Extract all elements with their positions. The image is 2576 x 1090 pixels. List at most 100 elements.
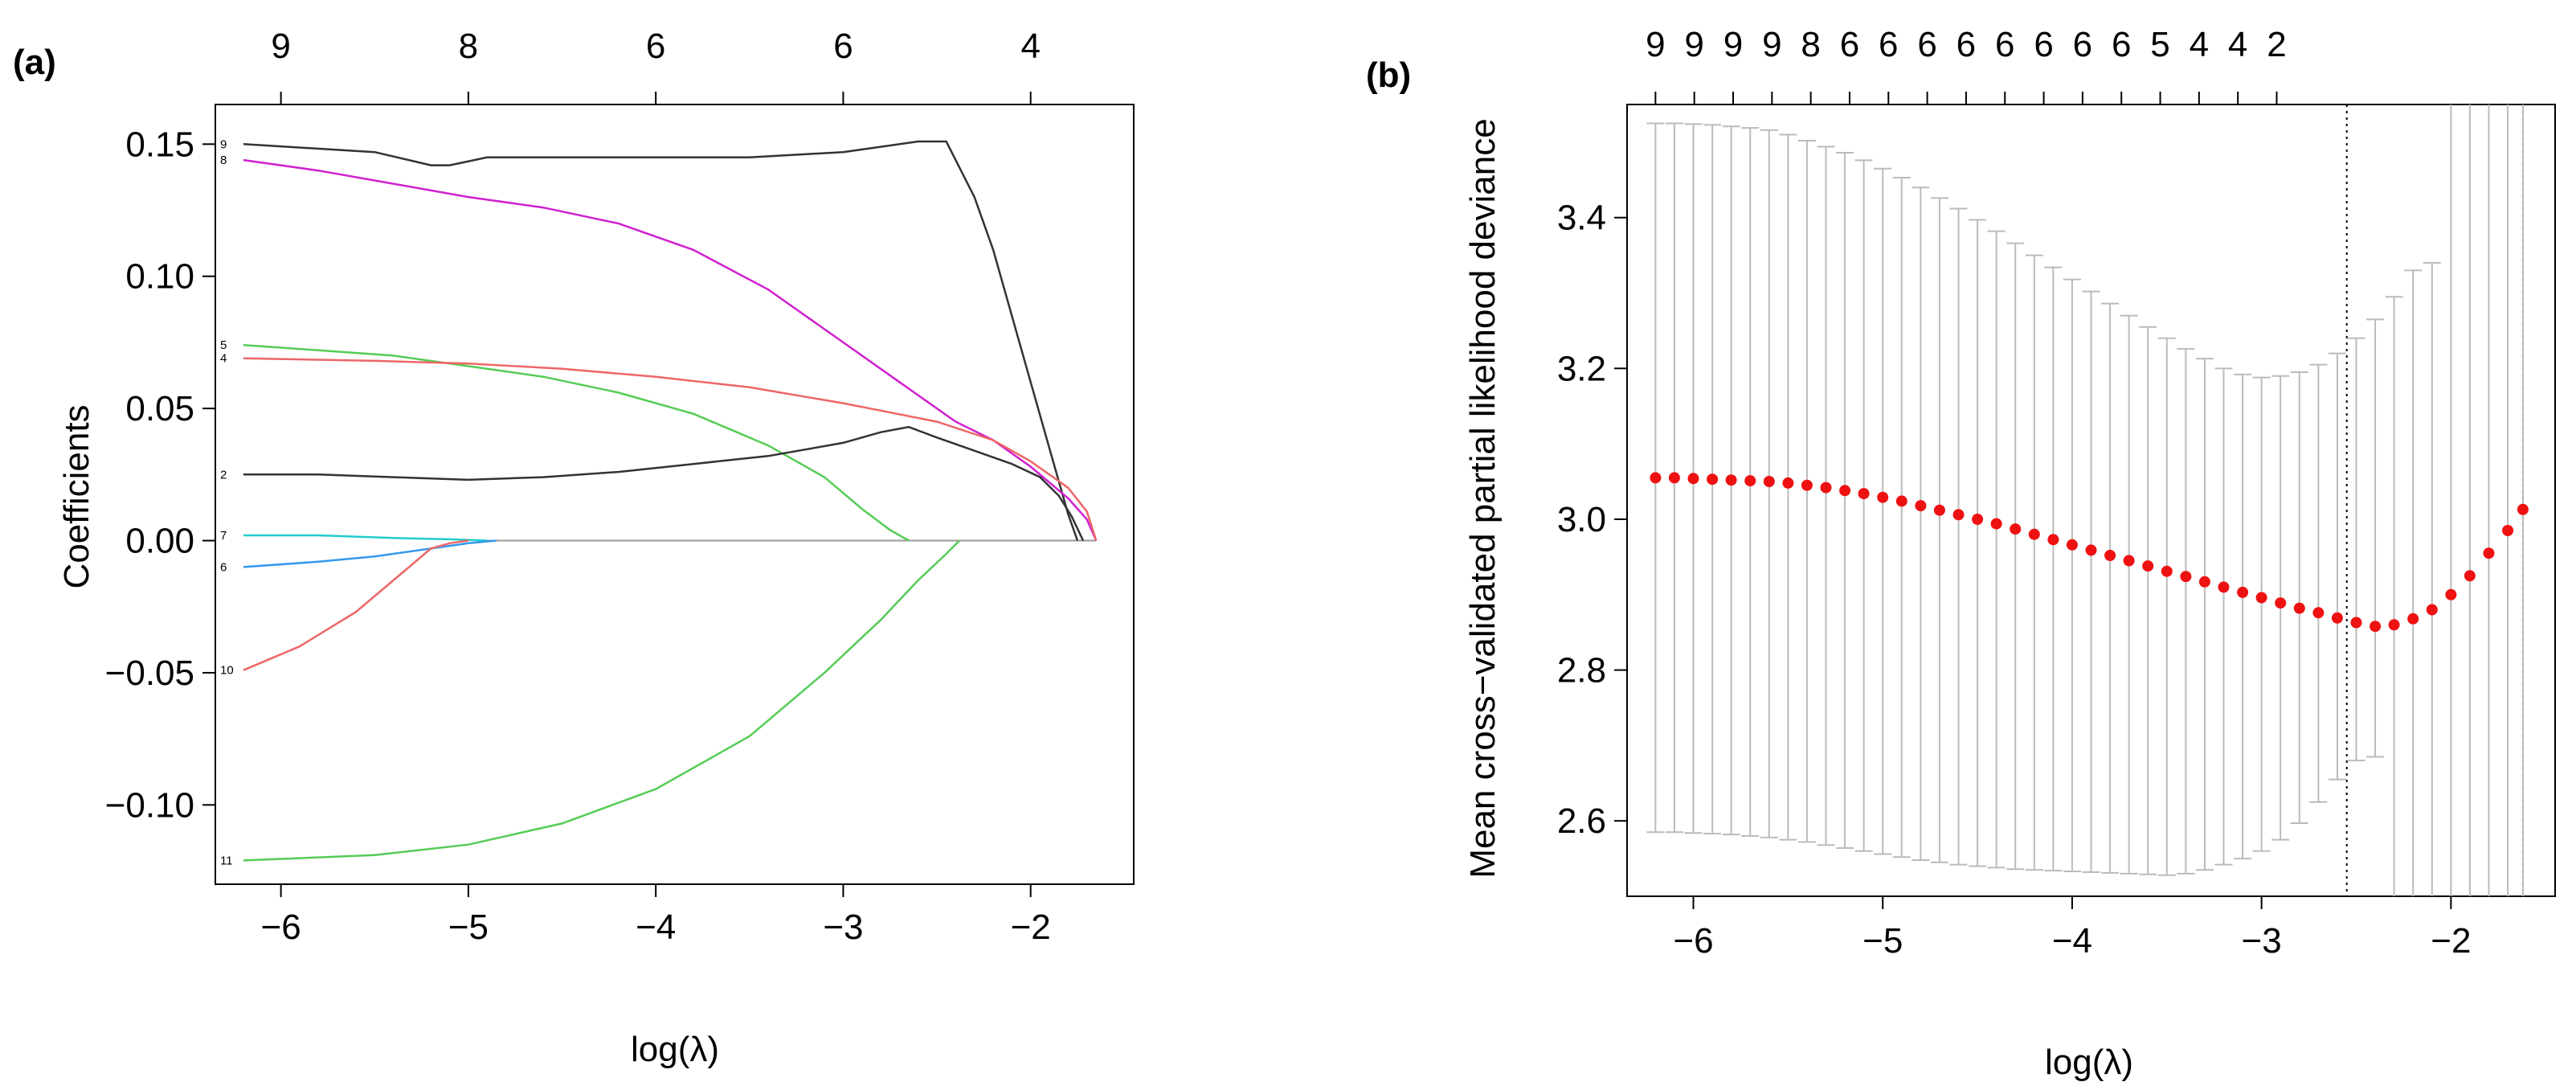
- top-tick-label: 9: [1762, 25, 1781, 64]
- x-tick-label: −6: [1673, 921, 1713, 961]
- mean-point: [2218, 581, 2230, 593]
- mean-point: [1782, 477, 1794, 489]
- y-tick-label: 0.15: [125, 125, 194, 164]
- mean-point: [2066, 539, 2078, 551]
- top-tick-label: 6: [646, 27, 665, 66]
- y-tick-label: 2.8: [1557, 651, 1606, 690]
- mean-point: [1801, 479, 1813, 491]
- panel-a-y-axis-title: Coefficients: [57, 404, 96, 588]
- mean-point: [2517, 503, 2529, 515]
- mean-point: [2426, 604, 2438, 616]
- mean-point: [1933, 504, 1945, 516]
- panel-a-top-axis: 9 8 6 6 4: [271, 27, 1041, 104]
- panel-a-x-axis: −6 −5 −4 −3 −2: [261, 884, 1051, 947]
- top-tick-label: 6: [2112, 25, 2131, 64]
- series-line-2: [243, 425, 1085, 542]
- y-tick-label: 2.6: [1557, 801, 1606, 841]
- series-label-4: 4: [220, 352, 227, 366]
- series-line-4: [243, 357, 1098, 541]
- top-tick-label: 6: [1879, 25, 1898, 64]
- mean-point: [1744, 475, 1756, 487]
- panel-a-coefficient-paths: 9 8 54 2 7 6 10 11: [220, 137, 1098, 867]
- x-tick-label: −6: [261, 908, 301, 947]
- top-tick-label: 6: [2073, 25, 2092, 64]
- y-tick-label: 3.2: [1557, 349, 1606, 388]
- mean-point: [2388, 619, 2400, 631]
- y-tick-label: −0.10: [105, 785, 194, 825]
- mean-point: [1877, 491, 1889, 503]
- top-tick-label: 4: [2190, 25, 2209, 64]
- mean-point: [2445, 588, 2457, 600]
- series-label-11: 11: [220, 854, 233, 867]
- mean-point: [2010, 523, 2022, 535]
- mean-point: [1952, 509, 1965, 521]
- mean-point: [2085, 544, 2097, 556]
- x-tick-label: −5: [448, 908, 489, 947]
- mean-point: [2407, 613, 2419, 625]
- mean-point: [2502, 525, 2514, 536]
- y-tick-label: 0.05: [125, 389, 194, 428]
- mean-point: [1650, 472, 1662, 484]
- series-label-8: 8: [220, 154, 227, 167]
- panel-b-x-axis: −6 −5 −4 −3 −2: [1673, 896, 2471, 961]
- top-tick-label: 4: [1020, 27, 1040, 66]
- x-tick-label: −5: [1862, 921, 1903, 961]
- series-line-7: [243, 534, 488, 542]
- series-label-5: 5: [220, 338, 227, 352]
- mean-point: [2028, 528, 2040, 540]
- panel-b-label: (b): [1366, 55, 1411, 95]
- mean-point: [2180, 571, 2192, 583]
- mean-point: [2464, 570, 2476, 582]
- top-tick-label: 6: [833, 27, 853, 66]
- mean-point: [2331, 612, 2343, 624]
- mean-point: [1972, 514, 1984, 525]
- panel-b-reference-lines: [2345, 104, 2524, 896]
- panel-a-x-axis-title: log(λ): [631, 1030, 719, 1069]
- mean-point: [2293, 602, 2305, 614]
- x-tick-label: −4: [636, 908, 676, 947]
- x-tick-label: −2: [2431, 921, 2471, 961]
- top-tick-label: 2: [2267, 25, 2286, 64]
- mean-point: [2275, 597, 2287, 609]
- mean-point: [2198, 576, 2210, 588]
- mean-point: [1687, 473, 1699, 485]
- series-line-5: [243, 343, 910, 542]
- top-tick-label: 9: [1646, 25, 1665, 64]
- panel-a-plot-box: [215, 104, 1135, 885]
- series-label-6: 6: [220, 560, 227, 574]
- mean-point: [2123, 555, 2135, 567]
- mean-point: [2047, 534, 2059, 546]
- mean-point: [2255, 592, 2267, 604]
- mean-point: [2104, 550, 2116, 561]
- panel-b-mean-points: [1650, 472, 2529, 633]
- panel-a-y-axis: 0.15 0.10 0.05 0.00 −0.05 −0.10: [105, 125, 215, 825]
- mean-point: [1707, 473, 1719, 486]
- panel-b-y-axis-title: Mean cross−validated partial likelihood …: [1463, 118, 1503, 878]
- top-tick-label: 6: [2034, 25, 2053, 64]
- series-label-9: 9: [220, 137, 227, 151]
- y-tick-label: 0.00: [125, 522, 194, 561]
- series-line-11: [243, 539, 960, 862]
- x-tick-label: −4: [2052, 921, 2092, 961]
- series-line-9: [243, 140, 1079, 541]
- top-tick-label: 8: [1801, 25, 1820, 64]
- series-label-7: 7: [220, 529, 227, 543]
- mean-point: [2142, 560, 2154, 572]
- mean-point: [1668, 472, 1680, 484]
- top-tick-label: 6: [1957, 25, 1976, 64]
- series-line-8: [243, 158, 1098, 542]
- x-tick-label: −2: [1011, 908, 1051, 947]
- mean-point: [1990, 518, 2002, 530]
- mean-point: [2483, 547, 2495, 559]
- top-tick-label: 6: [1995, 25, 2014, 64]
- top-tick-label: 6: [1840, 25, 1859, 64]
- panel-b-y-axis: 2.6 2.8 3.0 3.2 3.4: [1557, 199, 1627, 841]
- panel-b-error-bars: [1646, 104, 2524, 896]
- mean-point: [2237, 586, 2249, 598]
- y-tick-label: 3.0: [1557, 500, 1606, 539]
- mean-point: [1763, 476, 1775, 487]
- y-tick-label: 3.4: [1557, 199, 1606, 238]
- top-tick-label: 9: [271, 27, 290, 66]
